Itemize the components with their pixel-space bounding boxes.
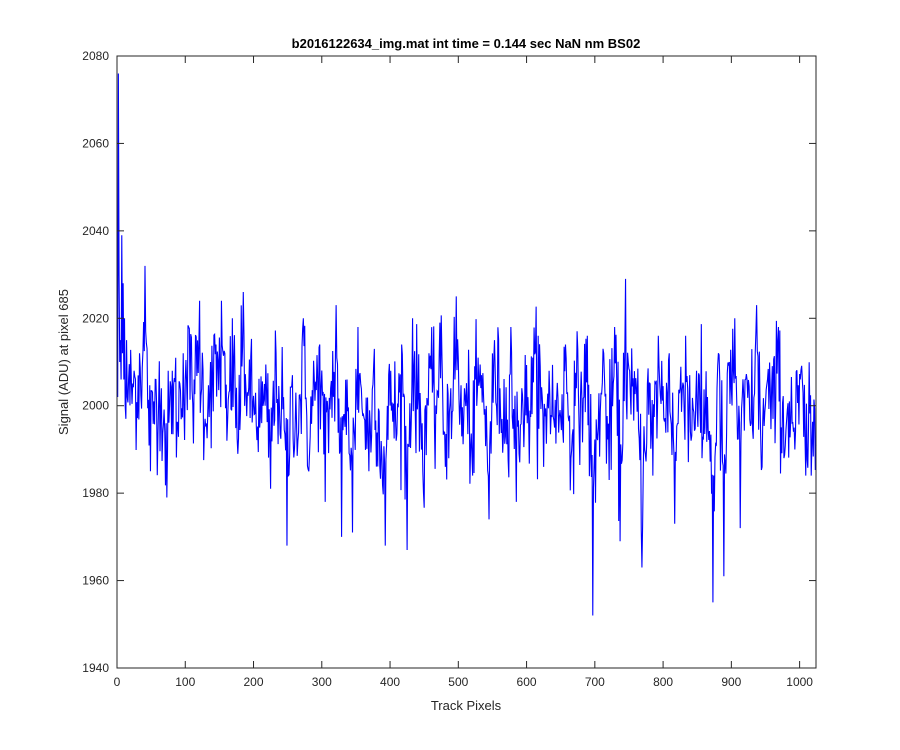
x-tick-label: 100: [175, 675, 195, 689]
chart-title: b2016122634_img.mat int time = 0.144 sec…: [292, 36, 641, 51]
x-tick-label: 1000: [786, 675, 813, 689]
data-layer: [117, 73, 817, 616]
x-tick-label: 700: [585, 675, 605, 689]
y-tick-label: 2000: [82, 399, 109, 413]
ticks-layer: 0 100 200 300 400 500 600 700 800 900 1000 1940 1960…: [82, 49, 816, 689]
y-tick-label: 2020: [82, 311, 109, 325]
x-tick-label: 400: [380, 675, 400, 689]
x-tick-label: 800: [653, 675, 673, 689]
x-tick-label: 500: [448, 675, 468, 689]
y-tick-label: 1940: [82, 661, 109, 675]
axes-box: [116, 55, 817, 669]
y-axis-label: Signal (ADU) at pixel 685: [56, 289, 71, 435]
y-tick-label: 2080: [82, 49, 109, 63]
x-tick-label: 900: [721, 675, 741, 689]
y-tick-label: 2040: [82, 224, 109, 238]
y-tick-label: 2060: [82, 136, 109, 150]
plot-area: [117, 56, 816, 668]
y-tick-label: 1960: [82, 574, 109, 588]
x-tick-label: 0: [114, 675, 121, 689]
y-tick-label: 1980: [82, 486, 109, 500]
x-axis-label: Track Pixels: [431, 698, 502, 713]
x-tick-label: 200: [244, 675, 264, 689]
x-tick-label: 300: [312, 675, 332, 689]
series-line: [117, 73, 817, 616]
x-tick-label: 600: [517, 675, 537, 689]
